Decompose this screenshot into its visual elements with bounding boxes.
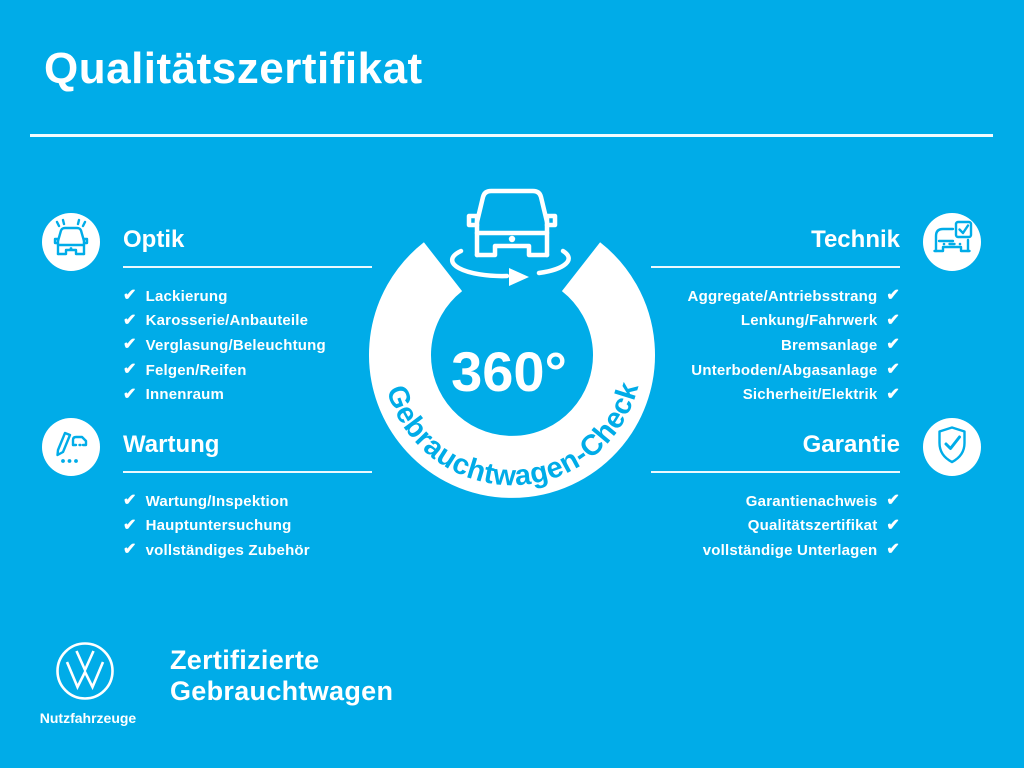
- checklist: ✔ Garantienachweis ✔ Qualitätszertifikat ✔…: [651, 489, 900, 563]
- brand-label: Nutzfahrzeuge: [39, 710, 137, 726]
- check-icon: ✔: [886, 336, 900, 354]
- item-label: vollständige Unterlagen: [702, 541, 878, 559]
- rotation-arrowhead: [509, 268, 529, 286]
- item-label: Karosserie/Anbauteile: [145, 312, 309, 330]
- title-divider: [30, 134, 993, 137]
- item-label: Qualitätszertifikat: [747, 517, 878, 535]
- list-item: ✔ vollständige Unterlagen: [651, 538, 900, 563]
- service-checklist-icon: [42, 418, 100, 476]
- list-item: ✔ Felgen/Reifen: [123, 358, 372, 383]
- check-icon: ✔: [123, 516, 137, 534]
- item-label: Lackierung: [145, 287, 228, 305]
- section-title: Wartung: [123, 432, 372, 473]
- item-label: Wartung/Inspektion: [145, 492, 289, 510]
- car-shine-icon: [42, 213, 100, 271]
- vw-logo-icon: [54, 640, 116, 707]
- center-360-graphic: 360° Gebrauchtwagen-Check: [357, 175, 667, 510]
- tagline-line-1: Zertifizierte: [170, 645, 320, 675]
- item-label: Aggregate/Antriebsstrang: [687, 287, 878, 305]
- checklist: ✔ Wartung/Inspektion ✔ Hauptuntersuchung ✔…: [123, 489, 372, 563]
- item-label: Lenkung/Fahrwerk: [740, 312, 878, 330]
- item-label: vollständiges Zubehör: [145, 541, 310, 559]
- car-360-rotation-icon: [449, 188, 571, 279]
- list-item: ✔ Aggregate/Antriebsstrang: [651, 284, 900, 309]
- check-icon: ✔: [886, 541, 900, 559]
- list-item: ✔ Innenraum: [123, 382, 372, 407]
- section-garantie: Garantie ✔ Garantienachweis ✔ Qualitätszer…: [651, 418, 981, 563]
- check-icon: ✔: [123, 541, 137, 559]
- section-optik: Optik ✔ Lackierung ✔ Karosserie/Anbauteile…: [42, 213, 372, 407]
- check-icon: ✔: [123, 336, 137, 354]
- list-item: ✔ vollständiges Zubehör: [123, 538, 372, 563]
- section-title: Optik: [123, 227, 372, 268]
- check-icon: ✔: [886, 516, 900, 534]
- check-icon: ✔: [123, 361, 137, 379]
- item-label: Innenraum: [145, 386, 225, 404]
- check-icon: ✔: [123, 492, 137, 510]
- list-item: ✔ Unterboden/Abgasanlage: [651, 358, 900, 383]
- item-label: Garantienachweis: [745, 492, 878, 510]
- section-title: Technik: [651, 227, 900, 268]
- degree-label: 360°: [451, 340, 567, 403]
- list-item: ✔ Hauptuntersuchung: [123, 514, 372, 539]
- checklist: ✔ Lackierung ✔ Karosserie/Anbauteile ✔ Verg…: [123, 284, 372, 407]
- list-item: ✔ Karosserie/Anbauteile: [123, 309, 372, 334]
- check-icon: ✔: [886, 287, 900, 305]
- section-title: Garantie: [651, 432, 900, 473]
- check-icon: ✔: [886, 361, 900, 379]
- list-item: ✔ Garantienachweis: [651, 489, 900, 514]
- item-label: Unterboden/Abgasanlage: [691, 361, 878, 379]
- tagline-line-2: Gebrauchtwagen: [170, 676, 394, 706]
- check-icon: ✔: [123, 311, 137, 329]
- item-label: Sicherheit/Elektrik: [742, 386, 878, 404]
- shield-check-icon: [923, 418, 981, 476]
- check-icon: ✔: [886, 385, 900, 403]
- item-label: Verglasung/Beleuchtung: [145, 336, 326, 354]
- list-item: ✔ Sicherheit/Elektrik: [651, 382, 900, 407]
- check-icon: ✔: [123, 385, 137, 403]
- list-item: ✔ Lackierung: [123, 284, 372, 309]
- section-wartung: Wartung ✔ Wartung/Inspektion ✔ Hauptunters…: [42, 418, 372, 563]
- section-technik: Technik ✔ Aggregate/Antriebsstrang ✔ Lenku…: [651, 213, 981, 407]
- list-item: ✔ Qualitätszertifikat: [651, 514, 900, 539]
- check-icon: ✔: [886, 311, 900, 329]
- tagline: Zertifizierte Gebrauchtwagen: [170, 645, 393, 707]
- check-icon: ✔: [886, 492, 900, 510]
- item-label: Bremsanlage: [780, 336, 878, 354]
- page-title: Qualitätszertifikat: [44, 44, 423, 93]
- item-label: Hauptuntersuchung: [145, 517, 292, 535]
- check-icon: ✔: [123, 287, 137, 305]
- ring-arc: [369, 242, 655, 498]
- van-check-icon: [923, 213, 981, 271]
- item-label: Felgen/Reifen: [145, 361, 247, 379]
- list-item: ✔ Lenkung/Fahrwerk: [651, 309, 900, 334]
- checklist: ✔ Aggregate/Antriebsstrang ✔ Lenkung/Fahrw…: [651, 284, 900, 407]
- list-item: ✔ Verglasung/Beleuchtung: [123, 333, 372, 358]
- list-item: ✔ Wartung/Inspektion: [123, 489, 372, 514]
- list-item: ✔ Bremsanlage: [651, 333, 900, 358]
